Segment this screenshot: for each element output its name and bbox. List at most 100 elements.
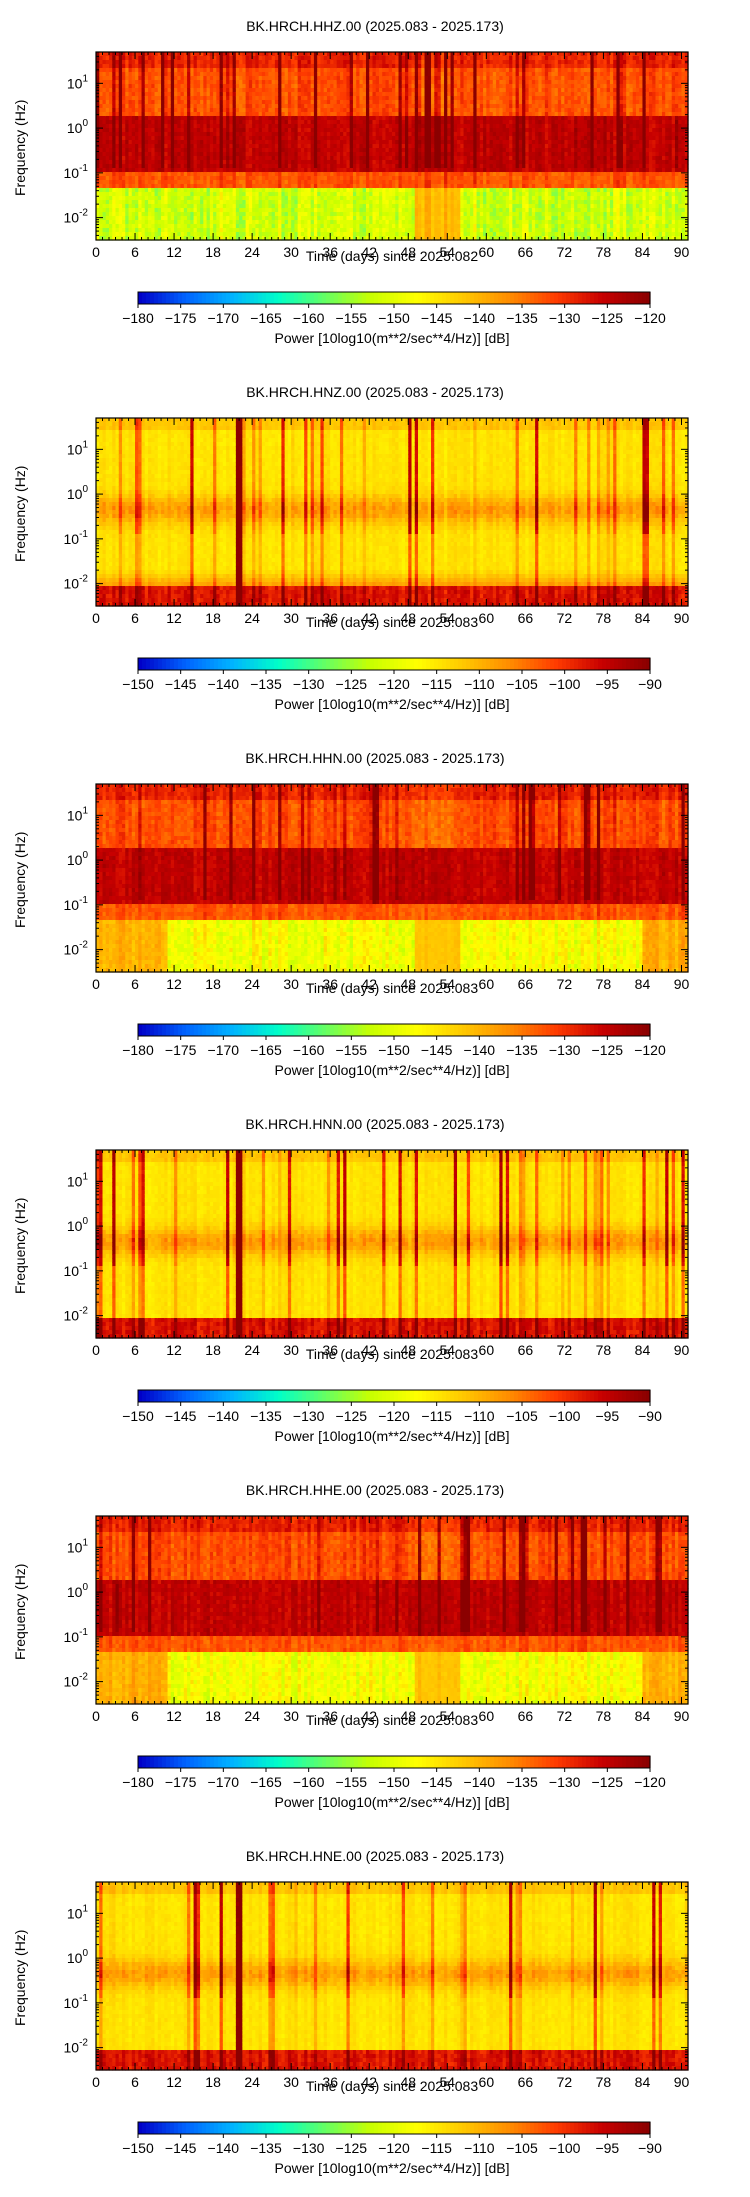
heatmap-cell — [174, 100, 178, 105]
heatmap-cell — [378, 228, 383, 233]
heatmap-cell — [157, 60, 162, 65]
heatmap-cell — [300, 116, 305, 121]
heatmap-cell — [219, 224, 224, 229]
heatmap-cell — [372, 72, 377, 77]
heatmap-cell — [157, 208, 162, 213]
heatmap-cell — [128, 96, 133, 101]
heatmap-cell — [401, 236, 406, 241]
heatmap-cell — [307, 192, 312, 197]
heatmap-cell — [219, 104, 224, 109]
heatmap-cell — [135, 120, 139, 125]
heatmap-cell — [281, 224, 286, 229]
heatmap-cell — [177, 64, 182, 69]
heatmap-cell — [242, 216, 247, 221]
heatmap-cell — [105, 168, 110, 173]
heatmap-cell — [193, 232, 198, 237]
heatmap-cell — [248, 208, 253, 213]
heatmap-cell — [242, 220, 247, 225]
heatmap-cell — [268, 100, 273, 105]
heatmap-cell — [170, 84, 175, 89]
heatmap-cell — [131, 128, 136, 133]
heatmap-cell — [209, 184, 214, 189]
heatmap-cell — [122, 104, 126, 109]
heatmap-cell — [294, 116, 299, 121]
heatmap-cell — [187, 52, 191, 57]
heatmap-cell — [378, 128, 383, 133]
heatmap-cell — [115, 108, 120, 113]
heatmap-cell — [427, 232, 432, 237]
heatmap-cell — [349, 216, 354, 221]
heatmap-cell — [346, 136, 351, 141]
heatmap-cell — [375, 84, 380, 89]
heatmap-cell — [200, 236, 204, 241]
heatmap-cell — [408, 96, 413, 101]
heatmap-cell — [291, 180, 296, 185]
heatmap-cell — [349, 200, 354, 205]
heatmap-cell — [317, 84, 322, 89]
heatmap-cell — [151, 172, 156, 177]
heatmap-cell — [144, 56, 149, 61]
heatmap-cell — [278, 96, 282, 101]
heatmap-cell — [109, 100, 113, 105]
heatmap-cell — [135, 160, 139, 165]
heatmap-cell — [418, 180, 422, 185]
heatmap-cell — [359, 132, 364, 137]
heatmap-cell — [148, 232, 152, 237]
heatmap-cell — [365, 68, 370, 73]
heatmap-cell — [375, 236, 380, 241]
heatmap-cell — [226, 116, 230, 121]
heatmap-cell — [213, 104, 217, 109]
heatmap-cell — [219, 72, 224, 77]
heatmap-cell — [359, 60, 364, 65]
heatmap-cell — [385, 68, 390, 73]
heatmap-cell — [349, 80, 354, 85]
heatmap-cell — [310, 220, 315, 225]
heatmap-cell — [346, 64, 351, 69]
heatmap-cell — [206, 236, 211, 241]
heatmap-cell — [242, 68, 247, 73]
heatmap-cell — [421, 108, 426, 113]
heatmap-cell — [424, 96, 429, 101]
heatmap-cell — [232, 156, 237, 161]
heatmap-cell — [183, 232, 188, 237]
heatmap-cell — [359, 160, 364, 165]
heatmap-cell — [128, 92, 133, 97]
heatmap-cell — [174, 116, 178, 121]
heatmap-cell — [375, 52, 380, 57]
heatmap-cell — [287, 232, 292, 237]
heatmap-cell — [209, 200, 214, 205]
heatmap-cell — [346, 180, 351, 185]
heatmap-cell — [261, 108, 266, 113]
heatmap-cell — [287, 208, 292, 213]
heatmap-cell — [349, 112, 354, 117]
heatmap-cell — [99, 216, 104, 221]
heatmap-cell — [239, 128, 243, 133]
heatmap-cell — [323, 124, 328, 129]
heatmap-cell — [128, 128, 133, 133]
heatmap-cell — [375, 80, 380, 85]
heatmap-cell — [356, 148, 361, 153]
heatmap-cell — [190, 172, 195, 177]
heatmap-cell — [219, 236, 224, 241]
heatmap-cell — [102, 64, 107, 69]
heatmap-cell — [190, 64, 195, 69]
heatmap-cell — [128, 184, 133, 189]
heatmap-cell — [330, 148, 335, 153]
heatmap-cell — [222, 132, 227, 137]
heatmap-cell — [356, 124, 361, 129]
heatmap-cell — [343, 180, 348, 185]
heatmap-cell — [323, 92, 328, 97]
heatmap-cell — [206, 212, 211, 217]
heatmap-cell — [313, 164, 318, 169]
heatmap-cell — [424, 88, 429, 93]
heatmap-cell — [317, 52, 322, 57]
heatmap-cell — [297, 108, 302, 113]
heatmap-cell — [320, 180, 325, 185]
heatmap-cell — [180, 108, 185, 113]
heatmap-cell — [213, 108, 217, 113]
heatmap-cell — [131, 116, 136, 121]
heatmap-cell — [362, 148, 367, 153]
heatmap-cell — [297, 220, 302, 225]
heatmap-cell — [278, 168, 282, 173]
heatmap-cell — [154, 52, 159, 57]
